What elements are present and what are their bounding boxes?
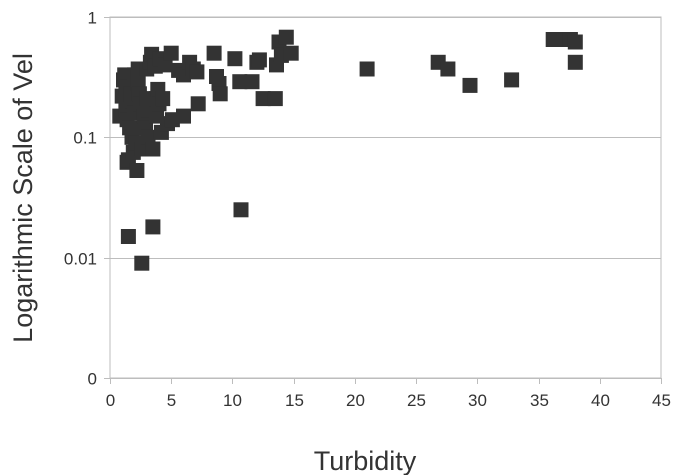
data-point — [283, 45, 299, 61]
y-tick-label: 0.01 — [64, 250, 97, 269]
data-point — [212, 86, 228, 102]
data-point — [462, 77, 478, 93]
plot-area — [109, 16, 662, 379]
data-point — [163, 45, 179, 61]
data-point — [232, 74, 248, 90]
data-point — [120, 229, 136, 244]
x-axis-title: Turbidity — [314, 446, 417, 475]
x-axis-tick-labels: 0 5 10 15 20 25 30 35 40 45 — [106, 391, 671, 410]
data-point — [267, 91, 283, 107]
data-point — [190, 96, 206, 112]
data-point — [129, 163, 145, 178]
x-tick-label: 35 — [530, 391, 549, 410]
data-points — [112, 29, 583, 271]
x-tick-label: 20 — [346, 391, 365, 410]
x-tick-label: 25 — [407, 391, 426, 410]
data-point — [567, 34, 583, 50]
data-point — [145, 219, 161, 235]
data-point — [504, 72, 520, 88]
data-point — [278, 29, 294, 45]
tick-marks — [104, 17, 662, 384]
x-tick-label: 15 — [285, 391, 304, 410]
x-tick-label: 40 — [591, 391, 610, 410]
data-point — [145, 141, 161, 157]
data-point — [251, 52, 267, 68]
data-point — [176, 108, 191, 124]
data-point — [157, 57, 173, 73]
y-axis-title: Logarithmic Scale of Vel — [8, 53, 38, 343]
x-tick-label: 45 — [652, 391, 671, 410]
y-tick-label: 0.1 — [73, 129, 97, 148]
x-tick-label: 10 — [223, 391, 242, 410]
x-tick-label: 5 — [167, 391, 176, 410]
x-tick-label: 0 — [106, 391, 115, 410]
data-point — [155, 91, 171, 107]
data-point — [359, 61, 375, 77]
y-tick-label: 1 — [88, 9, 97, 28]
data-point — [189, 64, 205, 80]
y-axis-tick-labels: 0 0.01 0.1 1 — [64, 9, 97, 389]
data-point — [440, 61, 456, 77]
data-point — [233, 202, 249, 218]
data-point — [244, 74, 260, 90]
data-point — [227, 51, 243, 67]
data-point — [134, 255, 150, 271]
data-point — [255, 91, 271, 107]
x-tick-label: 30 — [468, 391, 487, 410]
data-point — [567, 54, 583, 70]
data-point — [206, 45, 222, 61]
y-tick-label: 0 — [88, 370, 97, 389]
data-point — [140, 129, 156, 145]
